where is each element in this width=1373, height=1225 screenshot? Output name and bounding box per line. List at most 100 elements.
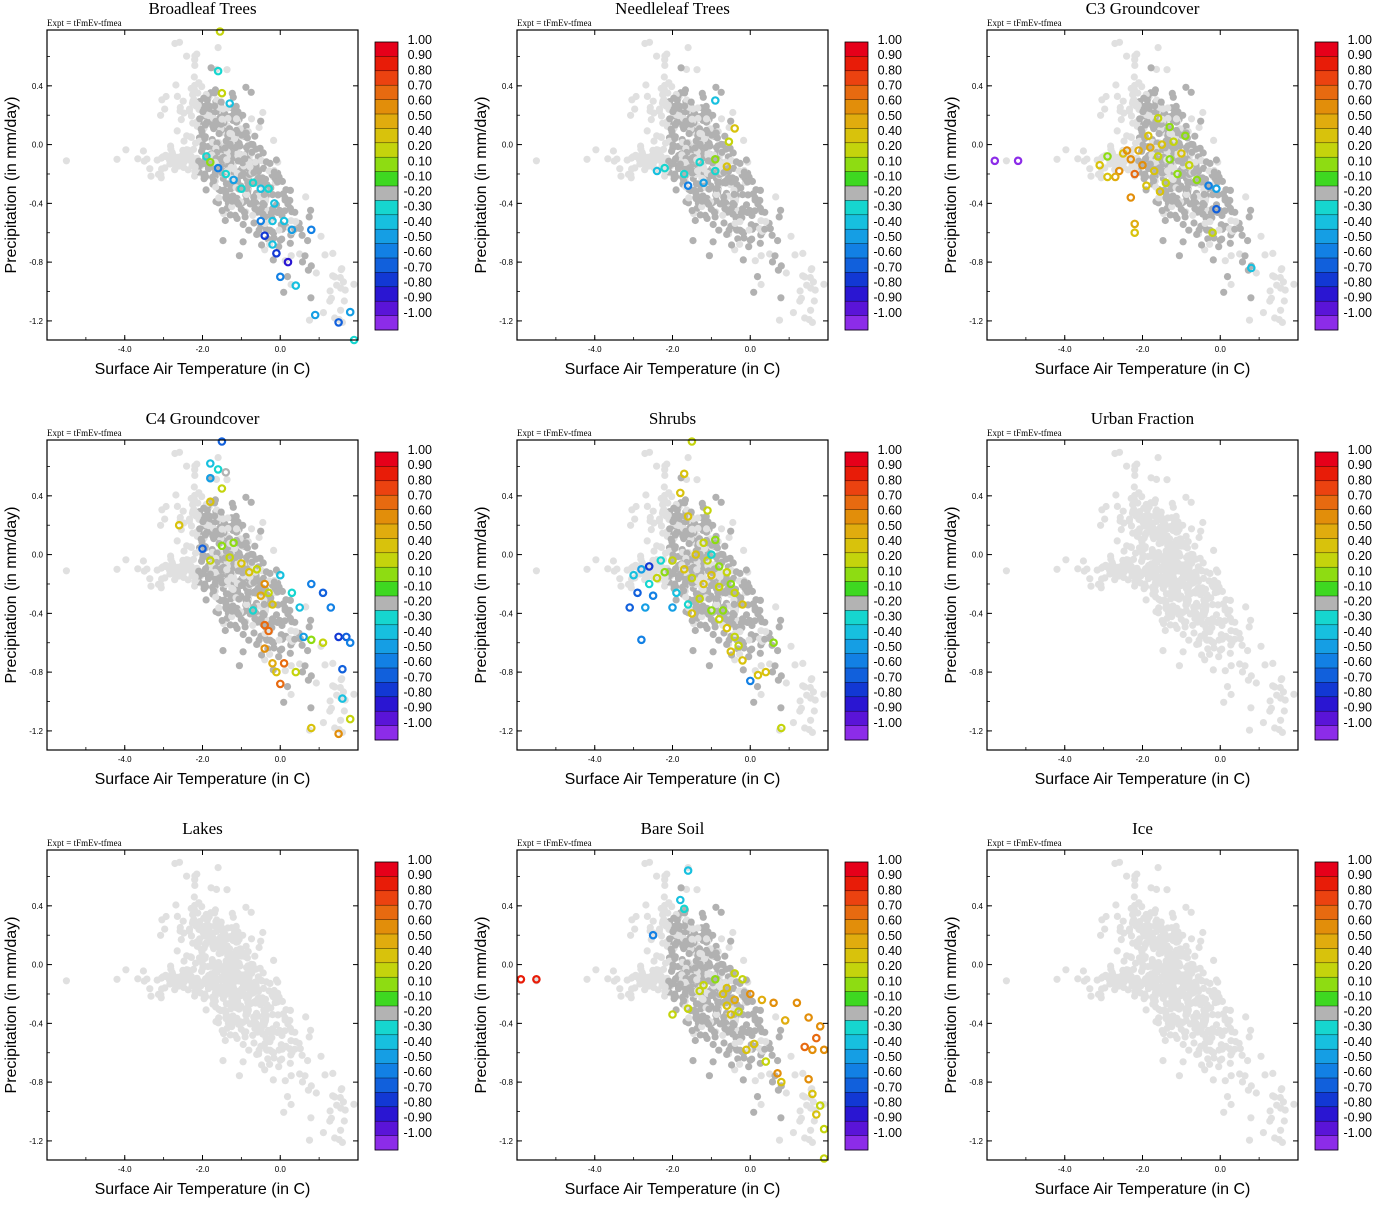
colorbar-swatch xyxy=(375,639,398,654)
background-point xyxy=(1197,528,1204,535)
background-point xyxy=(1062,146,1069,153)
background-point xyxy=(1216,177,1223,184)
background-point xyxy=(610,557,617,564)
colorbar-swatch xyxy=(845,71,868,86)
background-point xyxy=(212,121,219,128)
background-point xyxy=(1210,547,1217,554)
background-point xyxy=(669,108,676,115)
background-point xyxy=(750,289,757,296)
background-point xyxy=(692,194,699,201)
background-point xyxy=(1188,89,1195,96)
background-point xyxy=(761,226,768,233)
background-point xyxy=(122,146,129,153)
background-point xyxy=(1173,103,1180,110)
background-point xyxy=(811,707,818,714)
x-tick-label: -2.0 xyxy=(666,755,680,764)
background-point xyxy=(1206,628,1213,635)
background-point xyxy=(1188,499,1195,506)
x-tick-label: -2.0 xyxy=(196,755,210,764)
background-point xyxy=(212,593,219,600)
y-tick-label: 0.4 xyxy=(972,82,984,91)
background-point xyxy=(682,593,689,600)
colorbar-label: 0.60 xyxy=(878,504,902,518)
background-point xyxy=(772,603,779,610)
background-point xyxy=(1198,651,1205,658)
colorbar-swatch xyxy=(375,56,398,71)
colorbar-label: -0.90 xyxy=(404,291,433,305)
background-point xyxy=(1247,294,1254,301)
background-point xyxy=(147,583,154,590)
panel-title: Needleleaf Trees xyxy=(615,0,730,18)
background-point xyxy=(703,525,710,532)
x-tick-label: 0.0 xyxy=(275,345,287,354)
background-point xyxy=(212,531,219,538)
colorbar-swatch xyxy=(375,157,398,172)
background-point xyxy=(671,545,678,552)
colorbar-swatch xyxy=(375,85,398,100)
background-point xyxy=(180,918,187,925)
colorbar-label: 0.90 xyxy=(878,458,902,472)
colorbar-swatch xyxy=(845,639,868,654)
background-point xyxy=(276,177,283,184)
background-point xyxy=(140,147,147,154)
background-point xyxy=(651,158,658,165)
background-point xyxy=(1003,157,1010,164)
background-point xyxy=(628,506,635,513)
colorbar-swatch xyxy=(845,258,868,273)
background-point xyxy=(251,543,258,550)
colorbar-swatch xyxy=(375,711,398,726)
y-tick-label: -1.2 xyxy=(969,317,983,326)
background-point xyxy=(241,155,248,162)
background-point xyxy=(693,66,700,73)
background-point xyxy=(1098,96,1105,103)
colorbar-label: 0.20 xyxy=(1348,549,1372,563)
colorbar-swatch xyxy=(1315,726,1338,741)
data-point xyxy=(293,282,299,288)
background-point xyxy=(1201,191,1208,198)
background-point xyxy=(1136,525,1143,532)
background-point xyxy=(807,307,814,314)
background-point xyxy=(1116,39,1123,46)
background-point xyxy=(727,118,734,125)
background-point xyxy=(228,950,235,957)
background-point xyxy=(1135,512,1142,519)
colorbar-label: 0.80 xyxy=(408,473,432,487)
background-point xyxy=(616,165,623,172)
background-point xyxy=(738,209,745,216)
background-point xyxy=(678,64,685,71)
colorbar-swatch xyxy=(375,128,398,143)
background-point xyxy=(637,556,644,563)
background-point xyxy=(783,679,790,686)
background-point xyxy=(186,557,193,564)
background-point xyxy=(1222,667,1229,674)
colorbar-label: -0.40 xyxy=(874,625,903,639)
data-point xyxy=(747,678,753,684)
background-point xyxy=(204,511,211,518)
background-point xyxy=(278,646,285,653)
background-point xyxy=(199,108,206,115)
data-point xyxy=(724,625,730,631)
background-point xyxy=(224,577,231,584)
background-point xyxy=(1190,219,1197,226)
background-point xyxy=(1239,232,1246,239)
background-point xyxy=(1133,461,1140,468)
background-point xyxy=(611,158,618,165)
background-point xyxy=(220,105,227,112)
background-point xyxy=(1213,566,1220,573)
background-point xyxy=(790,309,797,316)
background-point xyxy=(219,1057,226,1064)
colorbar-swatch xyxy=(1315,229,1338,244)
background-point xyxy=(211,89,218,96)
background-point xyxy=(796,298,803,305)
background-point xyxy=(268,209,275,216)
colorbar-label: 0.50 xyxy=(1348,519,1372,533)
colorbar-label: -0.50 xyxy=(1344,640,1373,654)
background-point xyxy=(746,587,753,594)
y-tick-label: -0.4 xyxy=(29,199,43,208)
data-point xyxy=(739,657,745,663)
data-point xyxy=(308,637,314,643)
colorbar-swatch xyxy=(1315,553,1338,568)
background-point xyxy=(791,251,798,258)
colorbar-label: 0.90 xyxy=(408,48,432,62)
